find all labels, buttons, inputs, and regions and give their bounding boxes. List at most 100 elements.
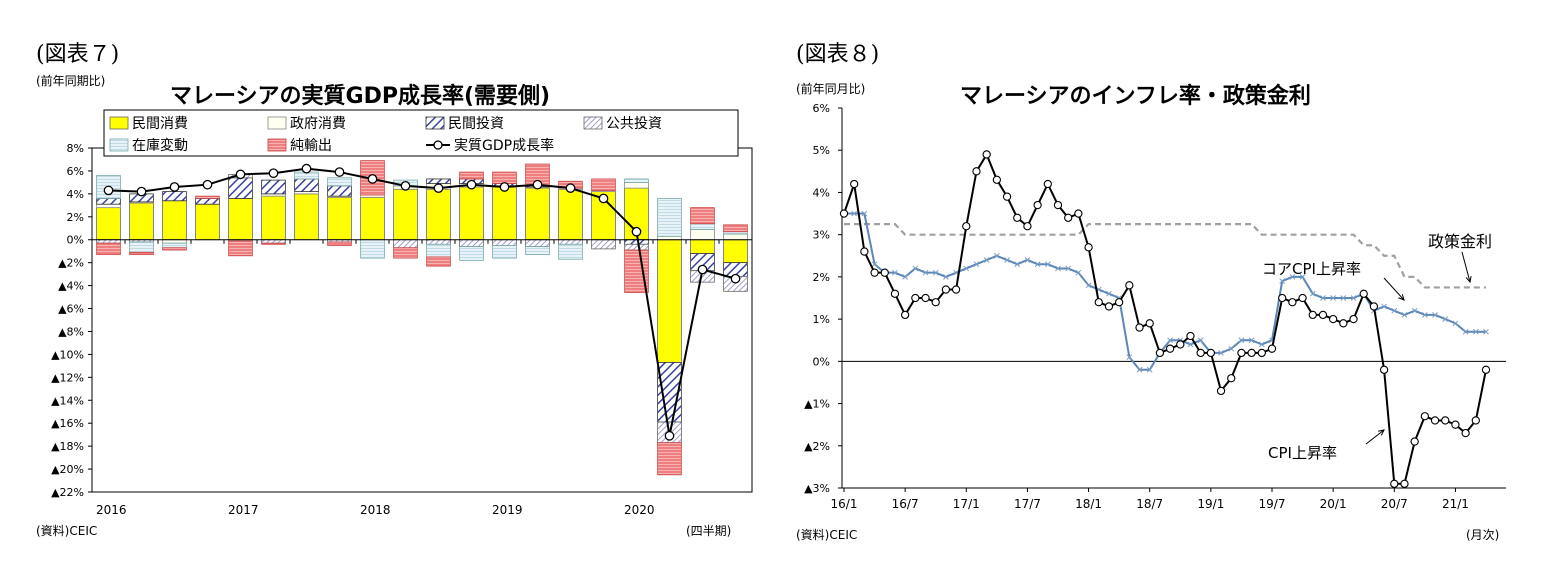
cpi-point	[1369, 302, 1379, 311]
private-consumption-bar	[723, 239, 748, 264]
legend-swatch	[267, 138, 287, 152]
gdp-growth-point	[697, 264, 708, 275]
net-exports-bar	[723, 224, 748, 233]
legend-label: 実質GDP成長率	[454, 137, 554, 154]
legend-swatch	[583, 116, 603, 130]
cpi-point	[880, 268, 889, 277]
core-cpi-marker	[1004, 257, 1010, 263]
private-consumption-bar	[426, 188, 451, 241]
cpi-point	[890, 289, 900, 298]
fig7-y-tick-label: ▲4%	[58, 280, 84, 293]
gdp-growth-point	[631, 226, 642, 237]
private-consumption-bar	[558, 188, 583, 241]
fig8-plot-area: 6% 5% 4% 3% 2% 1% 0% ▲1% ▲2% ▲3%16/1 16/7 17/1 17/7 1…	[804, 102, 1506, 511]
net-exports-bar	[162, 247, 187, 251]
public-investment-bar	[426, 239, 451, 245]
fig8-y-tick-label: ▲1%	[804, 398, 830, 411]
cpi-point	[982, 150, 991, 159]
gdp-growth-point	[136, 186, 147, 197]
cpi-point	[1420, 412, 1430, 421]
cpi-point	[1237, 348, 1246, 358]
cpi-point	[1043, 179, 1052, 189]
gdp-growth-point	[664, 430, 675, 441]
core-cpi-marker	[1422, 312, 1428, 318]
cpi-point	[972, 167, 981, 176]
gdp-growth-point	[301, 163, 312, 174]
fig7-y-tick-label: 4%	[67, 188, 84, 201]
private-consumption-bar	[162, 200, 187, 241]
inventory-bar	[657, 198, 682, 237]
inventory-bar	[690, 223, 715, 230]
cpi-point	[1379, 365, 1389, 374]
core-cpi-marker	[1432, 312, 1438, 318]
core-cpi-line	[844, 212, 1486, 371]
policy-rate-annotation: 政策金利	[1428, 232, 1493, 251]
legend-label: 民間消費	[132, 116, 188, 132]
legend-swatch	[425, 116, 445, 130]
core-cpi-marker	[1167, 337, 1173, 344]
inventory-bar	[492, 245, 517, 259]
fig8-y-tick-label: 5%	[813, 144, 830, 157]
gov-consumption-bar	[657, 235, 682, 241]
fig8-x-tick-label: 18/7	[1136, 497, 1163, 511]
net-exports-bar	[690, 207, 715, 225]
legend-label: 在庫変動	[132, 137, 188, 154]
cpi-point	[1114, 298, 1124, 307]
legend-label: 民間投資	[448, 116, 504, 132]
private-investment-bar	[228, 177, 253, 199]
gov-consumption-bar	[723, 233, 748, 241]
public-investment-bar	[459, 239, 484, 248]
core-cpi-marker	[1228, 345, 1235, 352]
fig8-x-tick-label: 20/7	[1381, 497, 1408, 511]
core-cpi-marker	[1452, 320, 1459, 327]
core-cpi-marker	[1055, 265, 1061, 272]
core-cpi-marker	[1126, 354, 1133, 360]
private-consumption-bar	[360, 196, 385, 241]
gdp-growth-point	[400, 180, 411, 191]
cpi-point	[1145, 319, 1154, 328]
fig7-y-tick-label: ▲22%	[51, 486, 84, 499]
legend-label: 公共投資	[606, 116, 662, 132]
core-cpi-marker	[851, 210, 858, 217]
core-cpi-marker	[1483, 328, 1489, 335]
net-exports-bar	[129, 251, 154, 256]
cpi-point	[1308, 310, 1317, 320]
cpi-line	[843, 152, 1487, 485]
gdp-growth-point	[202, 179, 213, 190]
gdp-growth-point	[532, 179, 543, 190]
fig7-year-label: 2017	[228, 503, 259, 517]
core-cpi-marker	[1340, 295, 1347, 301]
cpi-point	[1461, 428, 1470, 438]
public-investment-bar	[525, 239, 550, 248]
fig7-title: マレーシアの実質GDP成長率(需要側)	[170, 84, 551, 109]
legend-swatch	[267, 116, 287, 130]
cpi-point	[992, 175, 1002, 184]
fig8-y-tick-label: 1%	[813, 313, 830, 326]
private-investment-bar	[96, 198, 121, 205]
public-investment-bar	[393, 239, 418, 249]
core-cpi-marker	[1146, 366, 1153, 373]
cpi-point	[1227, 374, 1236, 383]
cpi-point	[1176, 340, 1185, 349]
private-investment-bar	[162, 191, 187, 202]
cpi-point	[1196, 348, 1205, 358]
net-exports-bar	[261, 242, 286, 245]
cpi-point	[900, 310, 910, 320]
fig8-source: (資料)CEIC	[796, 528, 858, 542]
cpi-point	[1033, 200, 1042, 210]
cpi-point	[1359, 289, 1368, 298]
cpi-point	[1298, 293, 1307, 303]
cpi-point	[1318, 310, 1328, 320]
core-cpi-marker	[1391, 307, 1398, 314]
inventory-bar	[162, 242, 187, 249]
cpi-point	[870, 268, 879, 277]
core-cpi-marker	[1014, 261, 1021, 268]
cpi-point	[1451, 420, 1460, 429]
inventory-bar	[558, 243, 583, 260]
fig8-x-tick-label: 20/1	[1320, 497, 1347, 511]
gdp-growth-point	[598, 193, 609, 204]
cpi-point	[1023, 222, 1032, 231]
net-exports-bar	[459, 171, 484, 180]
gdp-growth-point	[334, 167, 345, 177]
inventory-bar	[327, 177, 352, 187]
